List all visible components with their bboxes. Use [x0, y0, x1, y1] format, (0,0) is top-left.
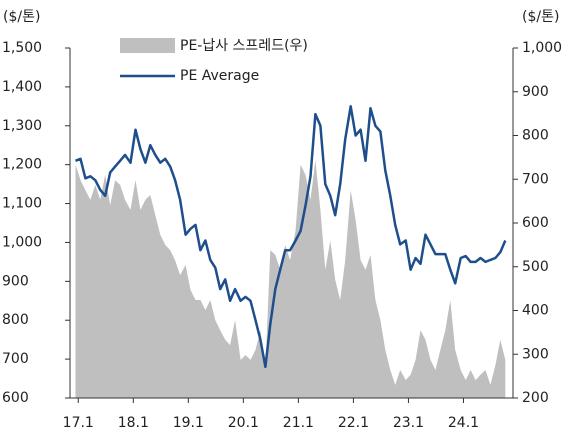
y-tick-label: 1,400: [2, 79, 42, 95]
y-tick-label: 1,100: [2, 196, 42, 212]
y-tick-label: 1,000: [2, 234, 42, 250]
y2-tick-label: 400: [522, 303, 549, 319]
x-tick-label: 18.1: [118, 415, 149, 431]
x-tick-label: 20.1: [228, 415, 259, 431]
y2-tick-label: 1,000: [522, 40, 562, 56]
y2-tick-label: 700: [522, 171, 549, 187]
legend-label: PE-납사 스프레드(우): [180, 38, 308, 54]
x-tick-label: 19.1: [173, 415, 204, 431]
y2-tick-label: 900: [522, 84, 549, 100]
y-tick-label: 600: [2, 390, 29, 406]
y-tick-label: 1,300: [2, 118, 42, 134]
y-axis-unit: ($/톤): [3, 9, 40, 25]
y2-tick-label: 500: [522, 259, 549, 275]
y-tick-label: 1,500: [2, 40, 42, 56]
y-tick-label: 900: [2, 273, 29, 289]
y2-tick-label: 200: [522, 390, 549, 406]
spread-area: [75, 160, 506, 398]
y-tick-label: 700: [2, 351, 29, 367]
legend-swatch: [120, 38, 175, 53]
average-line: [75, 105, 507, 369]
x-tick-label: 23.1: [393, 415, 424, 431]
y2-tick-label: 600: [522, 215, 549, 231]
y2-tick-label: 300: [522, 346, 549, 362]
y-tick-label: 1,200: [2, 157, 42, 173]
x-tick-label: 17.1: [63, 415, 94, 431]
y-tick-label: 800: [2, 312, 29, 328]
x-tick-label: 24.1: [448, 415, 479, 431]
x-tick-label: 22.1: [338, 415, 369, 431]
legend-label: PE Average: [180, 68, 259, 84]
x-tick-label: 21.1: [283, 415, 314, 431]
y2-tick-label: 800: [522, 128, 549, 144]
y2-axis-unit: ($/톤): [522, 9, 559, 25]
